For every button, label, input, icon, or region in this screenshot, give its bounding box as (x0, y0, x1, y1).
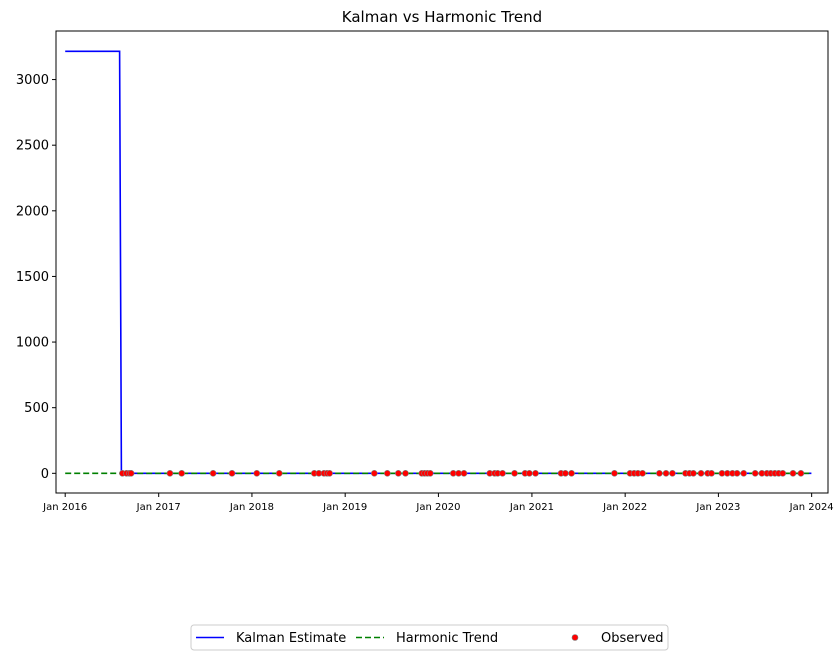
x-tick-label-4: Jan 2020 (415, 502, 460, 513)
x-tick-label-0: Jan 2016 (42, 502, 87, 513)
observed-point-3 (127, 470, 135, 477)
observed-point-47 (690, 470, 697, 477)
chart-title: Kalman vs Harmonic Trend (342, 8, 542, 26)
y-tick-label-5: 2500 (16, 139, 49, 154)
axes: 0 500 1000 1500 2000 2500 3000 Jan 2016 Jan 2017… (16, 30, 834, 513)
observed-point-15 (370, 470, 378, 477)
observed-point-37 (611, 470, 618, 477)
x-tick-label-8: Jan 2024 (789, 502, 834, 513)
legend-label-0: Kalman Estimate (236, 631, 346, 646)
observed-point-42 (656, 470, 663, 477)
observed-point-54 (733, 470, 741, 477)
legend-swatch-2 (571, 634, 579, 641)
observed-point-48 (697, 470, 705, 477)
y-tick-label-4: 2000 (16, 204, 49, 219)
observed-point-43 (662, 470, 670, 477)
observed-point-7 (228, 470, 236, 477)
observed-point-30 (511, 470, 518, 477)
observed-point-56 (751, 470, 759, 477)
observed-point-9 (275, 470, 283, 477)
y-tick-label-3: 1500 (16, 270, 49, 285)
observed-point-55 (740, 470, 748, 477)
y-tick-label-2: 1000 (16, 336, 49, 351)
observed-point-29 (499, 470, 506, 477)
observed-point-18 (402, 470, 409, 477)
x-tick-label-7: Jan 2023 (695, 502, 740, 513)
observed-point-14 (326, 470, 333, 477)
series-line-0 (65, 50, 812, 475)
y-tick-label-1: 500 (24, 401, 49, 416)
plot-area (65, 50, 812, 477)
x-tick-label-2: Jan 2018 (229, 502, 274, 513)
x-tick-label-6: Jan 2022 (602, 502, 647, 513)
observed-point-62 (779, 470, 787, 477)
legend-label-2: Observed (601, 631, 664, 646)
observed-point-64 (797, 470, 805, 477)
observed-point-25 (460, 470, 468, 477)
observed-point-5 (178, 470, 185, 477)
observed-point-22 (426, 470, 434, 477)
observed-point-41 (639, 470, 646, 477)
x-tick-label-5: Jan 2021 (509, 502, 554, 513)
y-tick-label-6: 3000 (16, 73, 49, 88)
legend-label-1: Harmonic Trend (396, 631, 498, 646)
axes-frame (55, 30, 829, 494)
y-tick-label-0: 0 (41, 467, 49, 482)
observed-point-63 (789, 470, 797, 477)
observed-point-33 (532, 470, 539, 477)
legend-box (190, 624, 669, 651)
observed-point-17 (395, 470, 402, 477)
observed-point-35 (562, 470, 569, 477)
legend: Kalman Estimate Harmonic Trend Observed (190, 624, 669, 651)
observed-point-50 (708, 470, 715, 477)
observed-point-32 (526, 470, 533, 477)
observed-point-44 (669, 470, 676, 477)
observed-point-8 (253, 470, 261, 477)
observed-point-16 (384, 470, 391, 477)
x-tick-label-3: Jan 2019 (322, 502, 367, 513)
observed-point-36 (568, 470, 575, 477)
observed-point-4 (166, 470, 174, 477)
x-tick-label-1: Jan 2017 (136, 502, 181, 513)
observed-point-6 (209, 470, 217, 477)
